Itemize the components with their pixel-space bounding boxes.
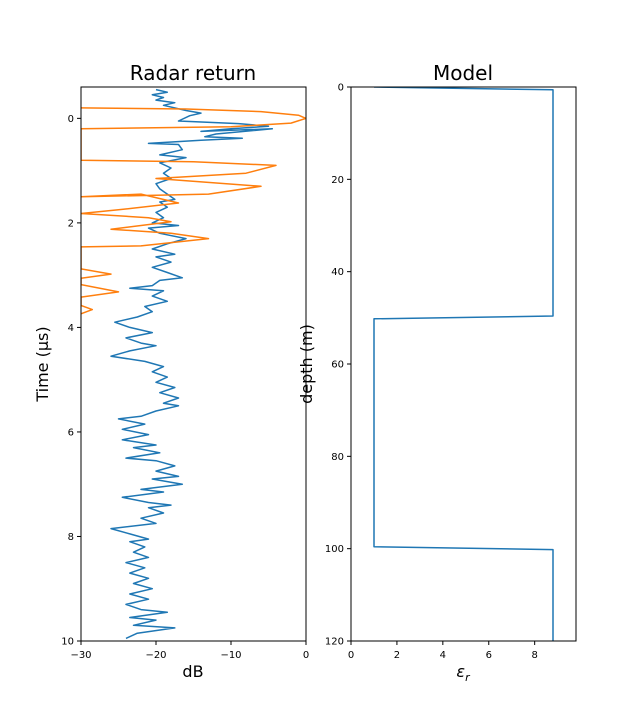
left-y-tick-label: 8 [68,532,74,543]
left-y-tick-label: 10 [61,637,74,648]
left-series-line-1 [81,107,306,315]
left-x-ticks: −30 −20 −10 0 [70,641,309,661]
left-series-line-0 [110,88,274,640]
right-x-tick-label: 0 [348,650,354,661]
right-y-tick-label: 60 [331,360,344,371]
left-axes: Radar return −30 −20 −10 0 0 2 4 6 8 10 dB Time … [33,61,309,681]
right-x-axis-label: εr [456,662,471,684]
left-x-tick-label: −20 [145,650,166,661]
left-y-ticks: 0 2 4 6 8 10 [61,114,81,648]
right-y-ticks: 0 20 40 60 80 100 120 [325,83,351,648]
right-y-tick-label: 120 [325,637,344,648]
right-y-tick-label: 0 [338,83,344,94]
right-x-ticks: 0 2 4 6 8 [348,641,538,661]
left-y-axis-label: Time (μs) [33,326,52,402]
left-x-tick-label: −30 [70,650,91,661]
left-x-axis-label: dB [182,662,203,681]
left-plot-area [81,88,306,640]
left-y-tick-label: 6 [68,427,74,438]
left-y-tick-label: 0 [68,114,74,125]
left-chart-title: Radar return [130,61,256,85]
right-x-tick-label: 6 [486,650,492,661]
left-x-tick-label: −10 [220,650,241,661]
right-x-tick-label: 4 [440,650,446,661]
left-y-tick-label: 4 [68,323,74,334]
right-y-tick-label: 20 [331,175,344,186]
right-y-tick-label: 100 [325,544,344,555]
right-x-tick-label: 2 [394,650,400,661]
right-series-line-0 [373,87,554,641]
right-plot-area [373,87,554,641]
right-axes-frame [350,86,577,642]
right-y-tick-label: 80 [331,452,344,463]
left-axes-frame [80,86,307,642]
right-y-axis-label: depth (m) [297,324,316,404]
left-x-tick-label: 0 [303,650,309,661]
left-y-tick-label: 2 [68,218,74,229]
right-y-tick-label: 40 [331,267,344,278]
right-chart-title: Model [433,61,493,85]
right-x-tick-label: 8 [531,650,537,661]
right-axes: Model 0 2 4 6 8 0 20 40 60 80 100 120 εr depth (m) [297,61,577,684]
